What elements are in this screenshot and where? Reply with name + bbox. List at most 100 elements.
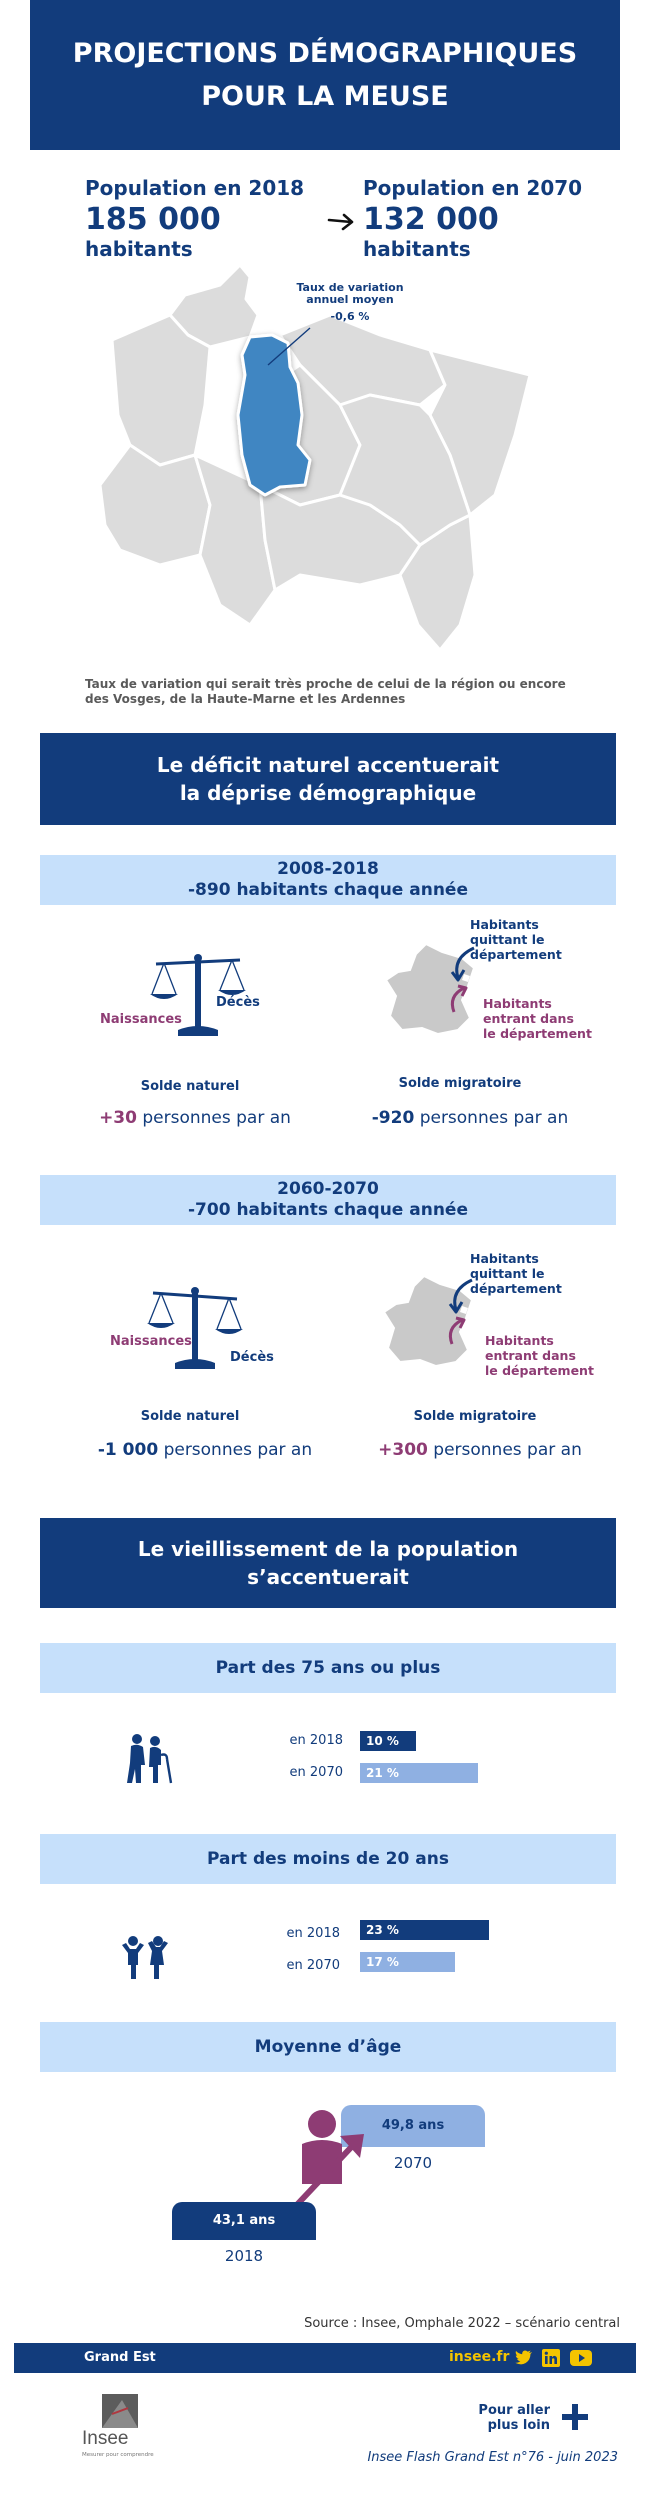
map-callout: Taux de variation annuel moyen -0,6 % — [265, 282, 435, 323]
period2-births-label: Naissances — [110, 1334, 192, 1349]
department-lorraine-east — [338, 393, 472, 547]
map-caption: Taux de variation qui serait très proche… — [85, 677, 605, 707]
share20-bar-2018: 23 % — [360, 1920, 489, 1940]
period2-natural-unit: personnes par an — [163, 1440, 313, 1460]
insee-logo-tagline: Mesurer pour comprendre — [82, 2452, 154, 2458]
children-icon — [122, 1936, 168, 1979]
population-2018-value: 185 000 — [85, 202, 221, 237]
header-title-line1: PROJECTIONS DÉMOGRAPHIQUES — [72, 38, 578, 69]
map-caption-line2: des Vosges, de la Haute-Marne et les Ard… — [85, 692, 406, 706]
period1-natural-value: +30 — [99, 1108, 137, 1128]
period1-migration-value: -920 — [371, 1108, 415, 1128]
publication-reference: Insee Flash Grand Est n°76 - juin 2023 — [367, 2450, 618, 2465]
mean-age-title: Moyenne d’âge — [254, 2037, 402, 2057]
header-title-line2: POUR LA MEUSE — [201, 81, 449, 112]
balance-scale-icon — [150, 954, 246, 1036]
period1-natural-stat: +30 personnes par an — [80, 1108, 310, 1128]
person-growth-icon — [289, 2110, 364, 2213]
period1-deaths-label: Décès — [216, 995, 260, 1010]
population-2070-label: Population en 2070 — [363, 176, 583, 200]
population-2018-unit: habitants — [85, 237, 193, 261]
period2-natural-label: Solde naturel — [140, 1409, 240, 1424]
period2-migration-stat: +300 personnes par an — [365, 1440, 595, 1460]
balance-scale-icon — [147, 1287, 243, 1369]
share75-value-2070: 21 % — [366, 1766, 399, 1780]
department-marne — [110, 313, 212, 467]
period2-banner: 2060-2070 -700 habitants chaque année — [40, 1175, 616, 1225]
share75-year-2070: en 2070 — [289, 1765, 343, 1780]
period2-entering-label: Habitants entrant dans le département — [485, 1333, 594, 1378]
period1-migration-stat: -920 personnes par an — [355, 1108, 585, 1128]
youtube-icon[interactable] — [570, 2350, 592, 2366]
insee-logo-mark — [102, 2394, 138, 2428]
elderly-couple-icon — [127, 1734, 173, 1784]
mean-age-year-2070: 2070 — [393, 2154, 433, 2172]
footer-band: Grand Est insee.fr — [14, 2343, 636, 2373]
period2-migration-unit: personnes par an — [433, 1440, 582, 1460]
share20-bar-2070: 17 % — [360, 1952, 455, 1972]
period1-migration-label: Solde migratoire — [398, 1076, 522, 1091]
period1-natural-label: Solde naturel — [140, 1079, 240, 1094]
mean-age-box-2070: 49,8 ans — [341, 2105, 485, 2147]
insee-logo-text: Insee — [82, 2428, 129, 2449]
section2-banner: Le vieillissement de la population s’acc… — [40, 1518, 616, 1608]
share75-title: Part des 75 ans ou plus — [215, 1658, 441, 1678]
population-2070-unit: habitants — [363, 237, 471, 261]
share75-bar-2070: 21 % — [360, 1763, 478, 1783]
source-note: Source : Insee, Omphale 2022 – scénario … — [304, 2316, 620, 2331]
period1-title-line1: 2008-2018 — [277, 859, 379, 879]
share20-year-2018: en 2018 — [286, 1926, 340, 1941]
section1-title-line1: Le déficit naturel accentuerait — [156, 753, 500, 777]
share20-banner: Part des moins de 20 ans — [40, 1834, 616, 1884]
population-2018-label: Population en 2018 — [85, 176, 305, 200]
mean-age-value-2018: 43,1 ans — [212, 2213, 276, 2228]
share20-value-2070: 17 % — [366, 1955, 399, 1969]
mean-age-year-2018: 2018 — [224, 2247, 264, 2265]
period2-natural-stat: -1 000 personnes par an — [80, 1440, 330, 1460]
period1-entering-label: Habitants entrant dans le département — [483, 996, 592, 1041]
period1-banner: 2008-2018 -890 habitants chaque année — [40, 855, 616, 905]
share20-year-2070: en 2070 — [286, 1958, 340, 1973]
share75-banner: Part des 75 ans ou plus — [40, 1643, 616, 1693]
share20-title: Part des moins de 20 ans — [207, 1849, 449, 1869]
section1-banner: Le déficit naturel accentuerait la dépri… — [40, 733, 616, 825]
share75-value-2018: 10 % — [366, 1734, 399, 1748]
period2-deaths-label: Décès — [230, 1350, 274, 1365]
share20-value-2018: 23 % — [366, 1923, 399, 1937]
mean-age-value-2070: 49,8 ans — [381, 2118, 445, 2133]
population-2018: Population en 2018 185 000 habitants — [85, 176, 325, 261]
share75-year-2018: en 2018 — [289, 1733, 343, 1748]
period2-natural-value: -1 000 — [97, 1440, 159, 1460]
france-map-icon — [384, 942, 476, 1036]
section2-title-line1: Le vieillissement de la population — [137, 1537, 519, 1561]
section1-title-line2: la déprise démographique — [179, 781, 477, 805]
twitter-icon[interactable] — [515, 2350, 533, 2366]
period1-natural-unit: personnes par an — [142, 1108, 291, 1128]
grand-est-region — [100, 263, 532, 652]
period1-migration-unit: personnes par an — [419, 1108, 569, 1128]
map-callout-value: -0,6 % — [330, 310, 370, 323]
arrow-right-icon — [327, 213, 354, 231]
callout-line — [267, 327, 311, 366]
mean-age-box-2018: 43,1 ans — [172, 2202, 316, 2240]
linkedin-icon[interactable] — [542, 2349, 560, 2367]
period1-leaving-label: Habitants quittant le département — [470, 917, 562, 962]
region-map — [100, 263, 532, 652]
period2-title-line1: 2060-2070 — [277, 1179, 379, 1199]
footer-site-link[interactable]: insee.fr — [449, 2349, 510, 2365]
header-banner: PROJECTIONS DÉMOGRAPHIQUES POUR LA MEUSE — [30, 0, 620, 150]
department-meuse — [236, 333, 312, 497]
period1-title-line2: -890 habitants chaque année — [187, 880, 468, 900]
period2-migration-label: Solde migratoire — [413, 1409, 537, 1424]
plus-icon[interactable] — [561, 2403, 589, 2431]
more-info-line2: plus loin — [487, 2418, 550, 2433]
footer-region: Grand Est — [84, 2350, 156, 2365]
insee-logo[interactable]: Insee Mesurer pour comprendre — [82, 2394, 154, 2464]
more-info-link[interactable]: Pour aller plus loin — [470, 2403, 550, 2433]
map-callout-line1: Taux de variation — [296, 281, 404, 294]
period1-births-label: Naissances — [100, 1012, 182, 1027]
department-aube — [100, 443, 212, 567]
france-map-icon — [382, 1274, 474, 1368]
map-caption-line1: Taux de variation qui serait très proche… — [85, 677, 566, 691]
population-2070-value: 132 000 — [363, 202, 499, 237]
